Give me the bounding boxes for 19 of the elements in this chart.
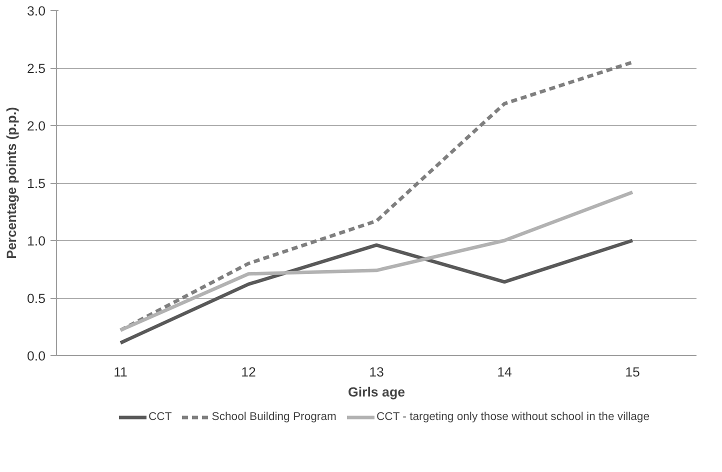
x-tick-label: 11: [114, 364, 128, 380]
y-tick-label: 0.0: [26, 348, 46, 364]
y-tick-label: 1.5: [26, 176, 46, 191]
y-tick-label: 1.0: [26, 234, 46, 248]
line-series: [118, 60, 634, 332]
x-tick-label: 13: [369, 364, 384, 380]
x-axis-title: Girls age: [348, 384, 406, 400]
x-tick-label: 14: [497, 364, 512, 380]
legend-label: CCT: [148, 411, 172, 423]
y-tick-label: 3.0: [26, 4, 46, 18]
y-tick-label: 2.0: [26, 118, 46, 134]
legend-label: CCT - targeting only those without school in the village: [376, 411, 650, 423]
y-tick-label: 2.5: [26, 61, 46, 76]
y-axis-title: Percentage points (p.p.): [4, 107, 19, 259]
x-tick-label: 15: [625, 364, 640, 380]
y-tick-label: 0.5: [26, 291, 46, 306]
x-tick-label: 12: [241, 364, 256, 380]
line-series: [118, 238, 634, 345]
legend-label: School Building Program: [212, 411, 336, 423]
